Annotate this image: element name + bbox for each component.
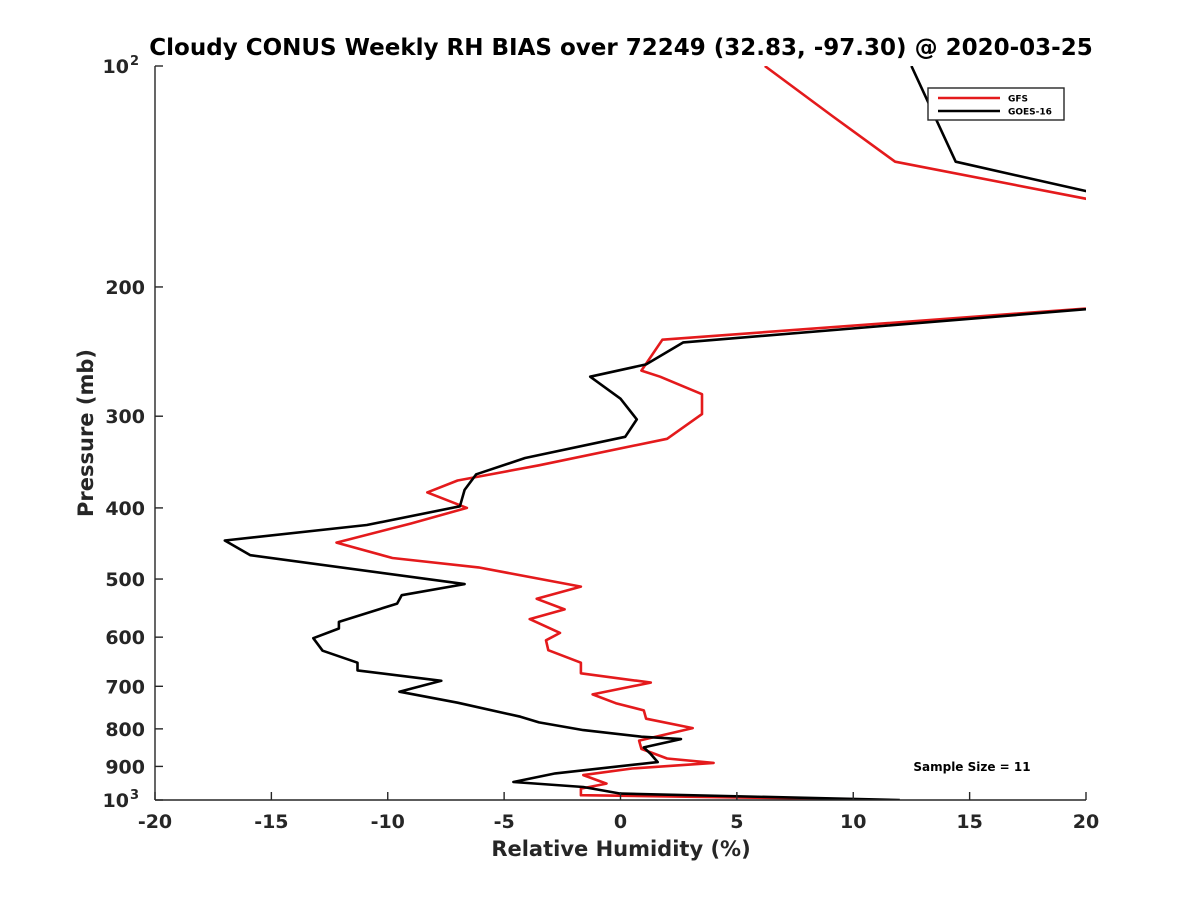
x-tick-label: 15: [956, 811, 982, 833]
x-tick-label: -5: [494, 811, 515, 833]
legend-label: GOES-16: [1008, 108, 1052, 118]
y-axis-label: Pressure (mb): [74, 349, 98, 517]
y-tick-label: 500: [105, 569, 145, 591]
x-axis-label: Relative Humidity (%): [491, 837, 750, 861]
legend-box: [927, 87, 1065, 121]
y-tick-label: 600: [105, 627, 145, 649]
x-tick-label: 10: [840, 811, 866, 833]
legend: GFS GOES-16: [927, 87, 1065, 121]
chart-title: Cloudy CONUS Weekly RH BIAS over 72249 (…: [149, 35, 1092, 61]
x-tick-label: -10: [371, 811, 405, 833]
series-line-gfs: [335, 66, 1086, 800]
sample-size-annotation: Sample Size = 11: [913, 760, 1030, 774]
y-tick-label: 200: [105, 277, 145, 299]
x-tick-label: 5: [730, 811, 743, 833]
y-tick-label: 800: [105, 719, 145, 741]
y-tick-exponent: 3: [130, 788, 139, 803]
y-tick-label: 400: [105, 498, 145, 520]
legend-label: GFS: [1008, 95, 1028, 105]
y-tick-label: 10: [103, 56, 129, 78]
x-tick-label: 20: [1073, 811, 1099, 833]
x-tick-label: -15: [254, 811, 288, 833]
y-tick-label: 300: [105, 406, 145, 428]
series-line-goes-16: [223, 66, 1086, 800]
x-tick-label: -20: [138, 811, 172, 833]
y-tick-label: 900: [105, 756, 145, 778]
y-tick-label: 700: [105, 676, 145, 698]
y-tick-label: 10: [103, 790, 129, 812]
series-layer: [223, 66, 1086, 800]
x-tick-label: 0: [614, 811, 627, 833]
y-tick-exponent: 2: [130, 54, 139, 69]
